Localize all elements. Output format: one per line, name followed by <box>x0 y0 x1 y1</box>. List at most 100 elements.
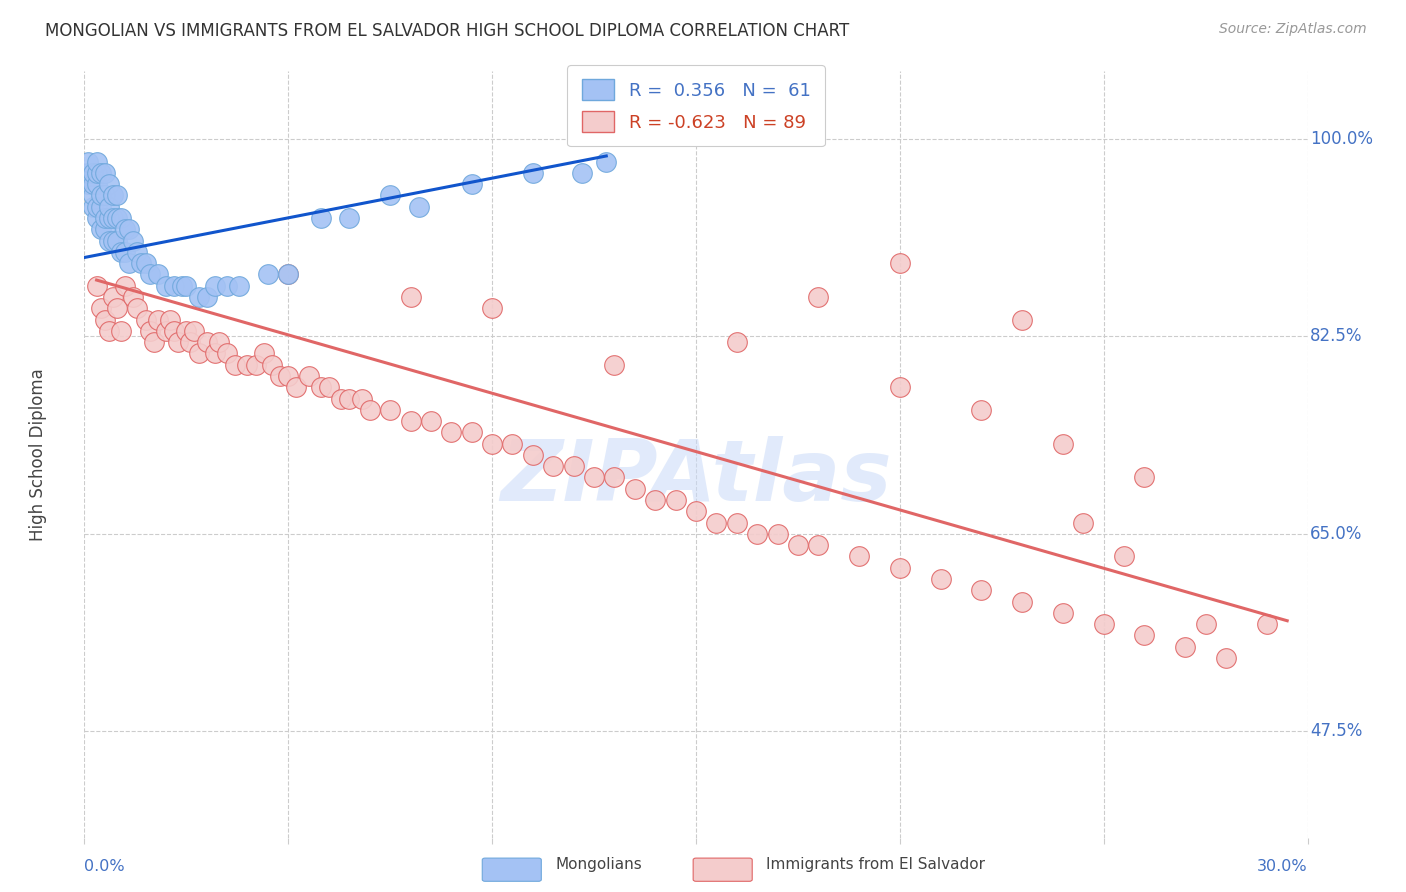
Point <box>461 425 484 440</box>
Point <box>208 335 231 350</box>
Text: 82.5%: 82.5% <box>1310 327 1362 345</box>
Point <box>97 234 120 248</box>
Point <box>114 244 136 259</box>
Point <box>90 301 112 316</box>
Point <box>93 211 115 225</box>
Point <box>122 290 145 304</box>
Point <box>1133 470 1156 484</box>
Point <box>1092 617 1115 632</box>
Point <box>77 166 100 180</box>
Point <box>138 324 160 338</box>
Text: 100.0%: 100.0% <box>1310 130 1374 148</box>
Point <box>101 211 124 225</box>
Point <box>766 527 789 541</box>
Point <box>603 470 626 484</box>
Point <box>163 278 186 293</box>
Text: 0.0%: 0.0% <box>84 859 125 874</box>
Point <box>339 392 361 406</box>
Point <box>685 504 707 518</box>
Point <box>93 222 115 236</box>
Point <box>309 211 332 225</box>
Point <box>122 234 145 248</box>
Point <box>595 154 617 169</box>
Point <box>118 256 141 270</box>
Point <box>889 380 911 394</box>
Point <box>1073 516 1095 530</box>
Point <box>82 188 104 202</box>
Point <box>138 268 160 282</box>
Point <box>101 234 124 248</box>
Point <box>747 527 769 541</box>
Text: 65.0%: 65.0% <box>1310 524 1362 543</box>
Text: MONGOLIAN VS IMMIGRANTS FROM EL SALVADOR HIGH SCHOOL DIPLOMA CORRELATION CHART: MONGOLIAN VS IMMIGRANTS FROM EL SALVADOR… <box>45 22 849 40</box>
Point <box>1174 640 1197 654</box>
Point <box>174 278 197 293</box>
Point <box>380 402 402 417</box>
Point <box>269 368 291 383</box>
Point <box>298 368 321 383</box>
Point <box>110 244 132 259</box>
Point <box>86 211 108 225</box>
Point <box>155 324 177 338</box>
Point <box>163 324 186 338</box>
Point <box>217 278 239 293</box>
Point <box>86 278 108 293</box>
Point <box>787 538 810 552</box>
Point <box>277 368 299 383</box>
Point <box>82 177 104 191</box>
Point <box>183 324 205 338</box>
Point <box>118 222 141 236</box>
Point <box>155 278 177 293</box>
Point <box>848 549 870 564</box>
Point <box>195 335 218 350</box>
Point <box>86 177 108 191</box>
Point <box>97 211 120 225</box>
Point <box>82 166 104 180</box>
Point <box>135 256 157 270</box>
Point <box>1114 549 1136 564</box>
Point <box>114 222 136 236</box>
Point <box>380 188 402 202</box>
Point <box>86 166 108 180</box>
Point <box>583 470 606 484</box>
Text: 47.5%: 47.5% <box>1310 723 1362 740</box>
Point <box>93 312 115 326</box>
Point <box>461 177 484 191</box>
Point <box>970 583 993 598</box>
Point <box>807 290 830 304</box>
Point <box>481 301 503 316</box>
Point <box>105 234 128 248</box>
Point <box>172 278 194 293</box>
Point <box>187 290 209 304</box>
Point <box>522 166 544 180</box>
Point <box>228 278 250 293</box>
Point <box>399 290 422 304</box>
Point <box>127 301 149 316</box>
Point <box>502 436 524 450</box>
Point <box>135 312 157 326</box>
Point <box>86 200 108 214</box>
Point <box>929 572 952 586</box>
Point <box>260 358 283 372</box>
Point <box>889 256 911 270</box>
Point <box>224 358 246 372</box>
Point <box>420 414 443 428</box>
Point <box>725 335 748 350</box>
Point <box>644 493 666 508</box>
Text: ZIPAtlas: ZIPAtlas <box>501 436 891 519</box>
Point <box>1011 594 1033 608</box>
Point <box>624 482 647 496</box>
Point <box>285 380 308 394</box>
Point <box>1052 606 1074 620</box>
Point <box>195 290 218 304</box>
Point <box>167 335 190 350</box>
Point <box>90 188 112 202</box>
Point <box>105 211 128 225</box>
Point <box>82 200 104 214</box>
Point <box>1052 436 1074 450</box>
Text: Source: ZipAtlas.com: Source: ZipAtlas.com <box>1219 22 1367 37</box>
Point <box>127 244 149 259</box>
Point <box>97 177 120 191</box>
Point <box>90 222 112 236</box>
Point <box>217 346 239 360</box>
